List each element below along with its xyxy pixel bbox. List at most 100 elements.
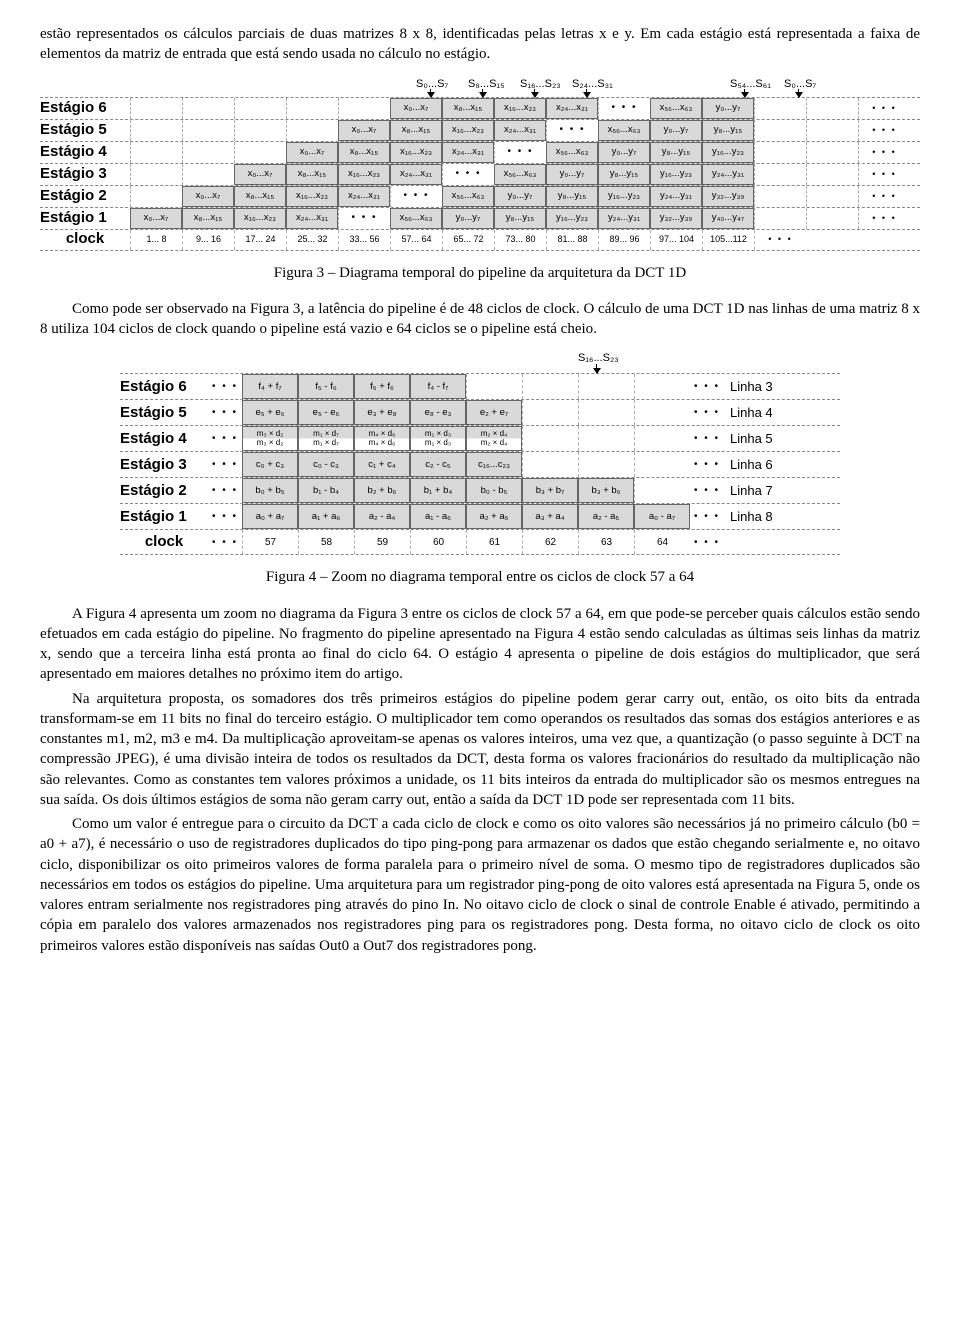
fig3-cell: x₈...x₁₅ <box>286 164 338 185</box>
fig3-cell: x₂₄...x₃₁ <box>286 208 338 229</box>
fig4-line-label: Linha 5 <box>724 430 782 448</box>
fig4-cell: b₂ + b₆ <box>354 478 410 503</box>
fig3-cell: x₈...x₁₅ <box>338 142 390 163</box>
paragraph-5: Como um valor é entregue para o circuito… <box>40 814 920 956</box>
fig4-cell: a₁ - a₆ <box>410 504 466 529</box>
figure-3-diagram: S₀...S₇S₈...S₁₅S₁₆...S₂₃S₂₄...S₃₁S₅₄...S… <box>40 77 920 251</box>
fig3-clock-cell: 65... 72 <box>442 230 494 250</box>
fig3-clock-cell: 89... 96 <box>598 230 650 250</box>
fig4-cell: a₀ + a₇ <box>242 504 298 529</box>
fig4-top-labels: S₁₆...S₂₃ <box>120 351 840 373</box>
fig4-cell: f₅ + f₆ <box>354 374 410 399</box>
fig3-cell: y₁₆...y₂₃ <box>650 164 702 185</box>
fig3-cell: x₁₆...x₂₃ <box>494 98 546 119</box>
fig4-cell: e₅ - e₆ <box>298 400 354 425</box>
fig4-row-label: Estágio 4 <box>120 429 208 449</box>
fig4-clock-cell: 57 <box>242 530 298 554</box>
fig4-stage-row: Estágio 6• • •f₄ + f₇f₅ - f₆f₅ + f₆f₄ - … <box>120 373 840 399</box>
fig3-cell: y₂₄...y₃₁ <box>598 208 650 229</box>
fig4-cell: b₁ - b₄ <box>298 478 354 503</box>
fig3-cell: x₂₄...x₃₁ <box>442 142 494 163</box>
fig3-cell: x₈...x₁₅ <box>390 120 442 141</box>
fig4-clock-cell: 64 <box>634 530 690 554</box>
fig4-clock-cell: 58 <box>298 530 354 554</box>
fig3-clock-cell: 9... 16 <box>182 230 234 250</box>
fig3-cell: x₂₄...x₃₁ <box>494 120 546 141</box>
fig4-cell: a₃ + a₄ <box>522 504 578 529</box>
fig3-cell: y₄₀...y₄₇ <box>702 208 754 229</box>
fig3-top-label: S₈...S₁₅ <box>468 77 505 92</box>
fig3-clock-cell: 97... 104 <box>650 230 702 250</box>
fig3-clock-cell: 73... 80 <box>494 230 546 250</box>
fig3-cell: x₁₆...x₂₃ <box>442 120 494 141</box>
fig3-cell: y₈...y₁₅ <box>494 208 546 229</box>
fig3-clock-cell: 1... 8 <box>130 230 182 250</box>
fig4-cell: a₂ + a₅ <box>466 504 522 529</box>
fig4-cell <box>522 452 578 477</box>
fig3-clock-cell: 105...112 <box>702 230 754 250</box>
fig4-cell <box>634 452 690 477</box>
paragraph-3: A Figura 4 apresenta um zoom no diagrama… <box>40 604 920 685</box>
fig3-cell: x₅₆...x₆₃ <box>442 186 494 207</box>
fig3-row-label: Estágio 3 <box>40 164 130 184</box>
fig4-cell <box>634 478 690 503</box>
fig3-cell: x₅₆...x₆₃ <box>494 164 546 185</box>
fig3-cell: x₁₆...x₂₃ <box>234 208 286 229</box>
fig3-stage-row: Estágio 6x₀...x₇x₈...x₁₅x₁₆...x₂₃x₂₄...x… <box>40 97 920 119</box>
fig4-cell: m₁ × d₇m₁ × d₇ <box>298 426 354 451</box>
fig4-cell: c₁₆...c₂₃ <box>466 452 522 477</box>
fig4-cell: b₀ + b₅ <box>242 478 298 503</box>
fig4-cell <box>522 374 578 399</box>
fig4-line-label: Linha 6 <box>724 456 782 474</box>
fig3-cell <box>494 142 546 163</box>
fig4-clock-label: clock <box>120 532 208 552</box>
fig3-cell: x₀...x₇ <box>286 142 338 163</box>
paragraph-1: estão representados os cálculos parciais… <box>40 24 920 65</box>
fig4-clock-cell: 59 <box>354 530 410 554</box>
fig3-row-label: Estágio 6 <box>40 98 130 118</box>
figure-4-diagram: S₁₆...S₂₃ Estágio 6• • •f₄ + f₇f₅ - f₆f₅… <box>120 351 840 555</box>
fig4-cell <box>466 374 522 399</box>
fig3-cell: y₀...y₇ <box>442 208 494 229</box>
fig4-line-label: Linha 7 <box>724 482 782 500</box>
fig4-cell: a₀ - a₇ <box>634 504 690 529</box>
fig3-clock-cell: 25... 32 <box>286 230 338 250</box>
fig4-row-label: Estágio 1 <box>120 507 208 527</box>
fig4-cell <box>522 426 578 451</box>
fig4-cell: e₈ - e₃ <box>410 400 466 425</box>
fig4-cell: e₂ + e₇ <box>466 400 522 425</box>
fig4-cell: m₄ × d₆m₄ × d₆ <box>354 426 410 451</box>
fig3-cell: y₂₄...y₃₁ <box>650 186 702 207</box>
fig4-clock-row: clock• • •5758596061626364• • • <box>120 529 840 555</box>
fig4-clock-cell: 60 <box>410 530 466 554</box>
fig3-cell: x₅₆...x₆₃ <box>650 98 702 119</box>
fig3-cell: x₀...x₇ <box>390 98 442 119</box>
fig3-top-label: S₁₆...S₂₃ <box>520 77 561 92</box>
figure-4-caption: Figura 4 – Zoom no diagrama temporal ent… <box>40 567 920 587</box>
fig3-row-label: Estágio 1 <box>40 208 130 228</box>
fig4-line-label: Linha 3 <box>724 378 782 396</box>
fig3-top-label: S₂₄...S₃₁ <box>572 77 613 92</box>
fig4-cell: b₃ + b₆ <box>578 478 634 503</box>
fig3-cell: y₈...y₁₅ <box>546 186 598 207</box>
fig4-cell: m₁ × d₃m₁ × d₃ <box>410 426 466 451</box>
fig4-row-label: Estágio 3 <box>120 455 208 475</box>
fig3-clock-cell: 33... 56 <box>338 230 390 250</box>
fig4-cell <box>578 374 634 399</box>
fig3-top-label: S₀...S₇ <box>416 77 448 92</box>
fig3-stage-row: Estágio 2x₀...x₇x₈...x₁₅x₁₆...x₂₃x₂₄...x… <box>40 185 920 207</box>
fig3-cell: y₈...y₁₅ <box>598 164 650 185</box>
fig3-clock-label: clock <box>40 229 130 249</box>
fig4-cell <box>634 400 690 425</box>
fig4-stage-row: Estágio 1• • •a₀ + a₇a₁ + a₆a₂ - a₄a₁ - … <box>120 503 840 529</box>
fig4-cell: m₃ × d₂m₃ × d₂ <box>242 426 298 451</box>
fig3-clock-cell: 57... 64 <box>390 230 442 250</box>
fig3-top-labels: S₀...S₇S₈...S₁₅S₁₆...S₂₃S₂₄...S₃₁S₅₄...S… <box>40 77 920 97</box>
fig3-cell: x₀...x₇ <box>182 186 234 207</box>
fig3-cell: y₀...y₇ <box>494 186 546 207</box>
fig4-cell: m₂ × d₄m₂ × d₄ <box>466 426 522 451</box>
fig4-cell: f₄ - f₇ <box>410 374 466 399</box>
fig3-row-label: Estágio 2 <box>40 186 130 206</box>
fig3-cell: y₁₆...y₂₃ <box>546 208 598 229</box>
fig3-cell: x₂₄...x₃₁ <box>546 98 598 119</box>
